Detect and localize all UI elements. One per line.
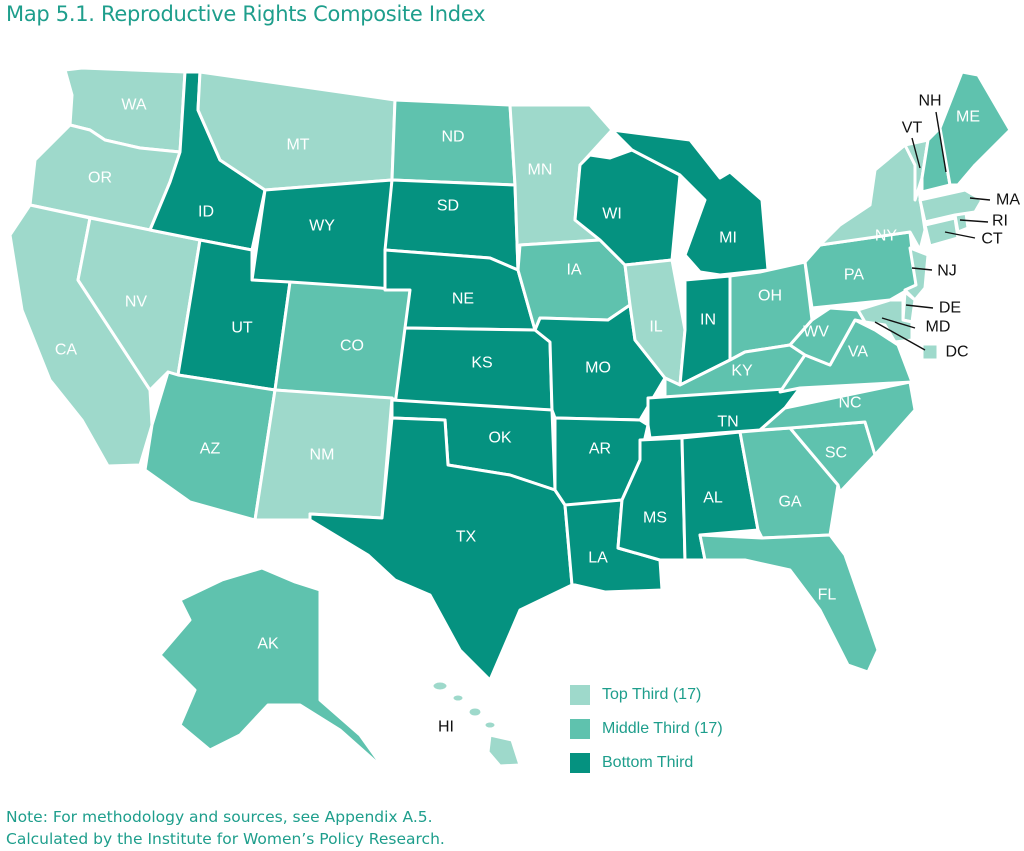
legend-swatch-middle <box>570 719 590 739</box>
legend: Top Third (17) Middle Third (17) Bottom … <box>570 678 723 780</box>
state-dc[interactable] <box>920 342 940 362</box>
label-ny: NY <box>875 228 898 245</box>
footnote-methodology: Note: For methodology and sources, see A… <box>6 808 433 826</box>
map-title: Map 5.1. Reproductive Rights Composite I… <box>6 2 486 26</box>
legend-item-top: Top Third (17) <box>570 678 723 712</box>
leader-vt <box>911 137 921 169</box>
label-ut: UT <box>231 320 253 337</box>
leader-lines <box>874 111 991 351</box>
state-ak[interactable] <box>158 566 387 772</box>
label-oh: OH <box>758 288 782 305</box>
label-mo: MO <box>585 360 611 377</box>
label-fl: FL <box>818 587 837 604</box>
legend-item-middle: Middle Third (17) <box>570 712 723 746</box>
state-ma[interactable] <box>918 188 984 224</box>
legend-swatch-bottom <box>570 753 590 773</box>
label-la: LA <box>588 550 608 567</box>
label-mt: MT <box>286 137 309 154</box>
label-wy: WY <box>309 218 335 235</box>
label-nv: NV <box>125 294 148 311</box>
label-pa: PA <box>844 267 864 284</box>
label-me: ME <box>956 109 980 126</box>
label-ms: MS <box>643 510 667 527</box>
state-me[interactable] <box>938 70 1012 187</box>
leader-ri <box>959 219 989 223</box>
label-wa: WA <box>121 97 147 114</box>
state-nh[interactable] <box>920 126 952 194</box>
label-wv: WV <box>803 324 829 341</box>
state-ct[interactable] <box>923 216 960 248</box>
label-de: DE <box>939 300 961 317</box>
label-ak: AK <box>257 636 279 653</box>
label-dc: DC <box>945 344 968 361</box>
state-hi[interactable] <box>430 679 522 768</box>
label-in: IN <box>700 312 716 329</box>
label-md: MD <box>926 319 951 336</box>
label-co: CO <box>340 338 364 355</box>
label-nj: NJ <box>937 263 957 280</box>
label-ma: MA <box>996 192 1020 209</box>
label-nc: NC <box>838 395 861 412</box>
leader-dc <box>874 321 926 351</box>
leader-nj <box>911 267 933 271</box>
label-wi: WI <box>602 206 622 223</box>
state-wy[interactable] <box>250 178 394 292</box>
label-mn: MN <box>528 162 553 179</box>
label-az: AZ <box>200 441 221 458</box>
label-ne: NE <box>452 291 474 308</box>
leader-ct <box>944 231 976 239</box>
label-ri: RI <box>992 213 1008 230</box>
label-nh: NH <box>918 93 941 110</box>
footnote-source: Calculated by the Institute for Women’s … <box>6 830 445 848</box>
label-id: ID <box>198 204 214 221</box>
state-nc[interactable] <box>758 380 917 457</box>
label-il: IL <box>649 319 662 336</box>
label-sd: SD <box>437 198 459 215</box>
label-ks: KS <box>471 355 492 372</box>
legend-swatch-top <box>570 685 590 705</box>
label-sc: SC <box>825 445 847 462</box>
label-ct: CT <box>981 231 1003 248</box>
state-md[interactable] <box>856 298 914 344</box>
state-mi[interactable] <box>610 128 770 277</box>
state-tx[interactable] <box>308 416 574 682</box>
label-va: VA <box>848 344 868 361</box>
label-tn: TN <box>717 414 738 431</box>
state-wv[interactable] <box>788 306 867 367</box>
legend-label-top: Top Third (17) <box>602 686 702 703</box>
state-labels: WA OR CA NV ID MT WY UT AZ CO NM ND SD N… <box>55 93 1020 736</box>
label-ia: IA <box>566 262 581 279</box>
leader-md <box>881 317 916 329</box>
leader-nh <box>935 111 947 173</box>
label-nd: ND <box>441 129 464 146</box>
leader-de <box>905 304 934 309</box>
label-ar: AR <box>589 441 611 458</box>
legend-label-bottom: Bottom Third <box>602 754 694 771</box>
label-ga: GA <box>778 494 801 511</box>
state-vt[interactable] <box>903 138 930 202</box>
label-ky: KY <box>731 363 753 380</box>
label-or: OR <box>88 170 112 187</box>
legend-label-middle: Middle Third (17) <box>602 720 723 737</box>
label-tx: TX <box>456 529 477 546</box>
label-nm: NM <box>310 447 335 464</box>
leader-ma <box>969 197 991 201</box>
label-hi: HI <box>438 719 454 736</box>
label-ok: OK <box>488 430 511 447</box>
legend-item-bottom: Bottom Third <box>570 746 723 780</box>
label-vt: VT <box>902 120 923 137</box>
label-al: AL <box>703 490 723 507</box>
label-ca: CA <box>55 342 78 359</box>
state-fl[interactable] <box>698 533 880 674</box>
footnote: Note: For methodology and sources, see A… <box>6 806 445 850</box>
label-mi: MI <box>719 230 737 247</box>
